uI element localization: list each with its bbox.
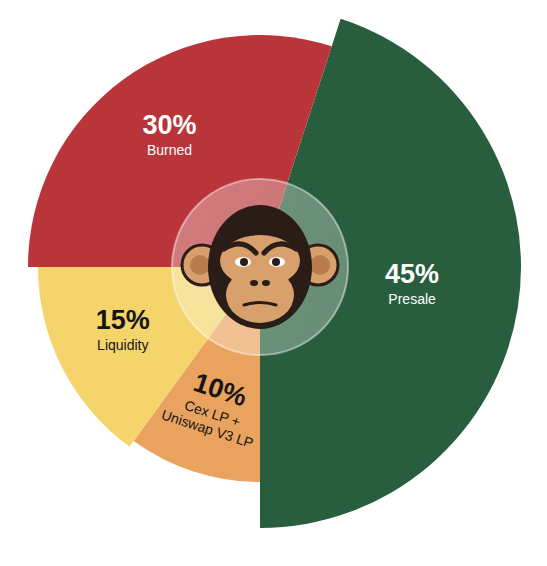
category-label-line: Liquidity [97,337,148,353]
category-label: Burned [147,142,192,158]
mouth [244,303,276,306]
pupil [272,258,280,266]
brow [224,244,296,253]
nostril [250,280,258,286]
category-label-line: Presale [388,291,436,307]
slice-label: 45% Presale [385,259,439,307]
slice-label: 10%Cex LP +Uniswap V3 LP [159,361,270,451]
category-label: Presale [388,291,436,307]
nostril [262,280,270,286]
monkey-icon [182,205,338,329]
muzzle [226,267,294,323]
slice-label: 30% Burned [142,110,196,158]
pie [28,19,521,528]
ear-inner [310,255,330,275]
slice-label: 15% Liquidity [96,305,150,353]
center-badge [172,179,348,355]
head [208,205,312,329]
eye [269,257,285,267]
ear-inner [190,255,210,275]
labels: 45% Presale 10%Cex LP +Uniswap V3 LP 15% Liq… [96,110,439,451]
category-label-line: Burned [147,142,192,158]
value-label: 30% [142,110,196,140]
category-label: Liquidity [97,337,148,353]
value-label: 15% [96,305,150,335]
eye [235,257,251,267]
category-label-line: Uniswap V3 LP [159,406,255,451]
chart: 45% Presale 10%Cex LP +Uniswap V3 LP 15% Liq… [0,0,547,566]
category-label: Cex LP +Uniswap V3 LP [159,391,260,451]
value-label: 45% [385,259,439,289]
pupil [240,258,248,266]
